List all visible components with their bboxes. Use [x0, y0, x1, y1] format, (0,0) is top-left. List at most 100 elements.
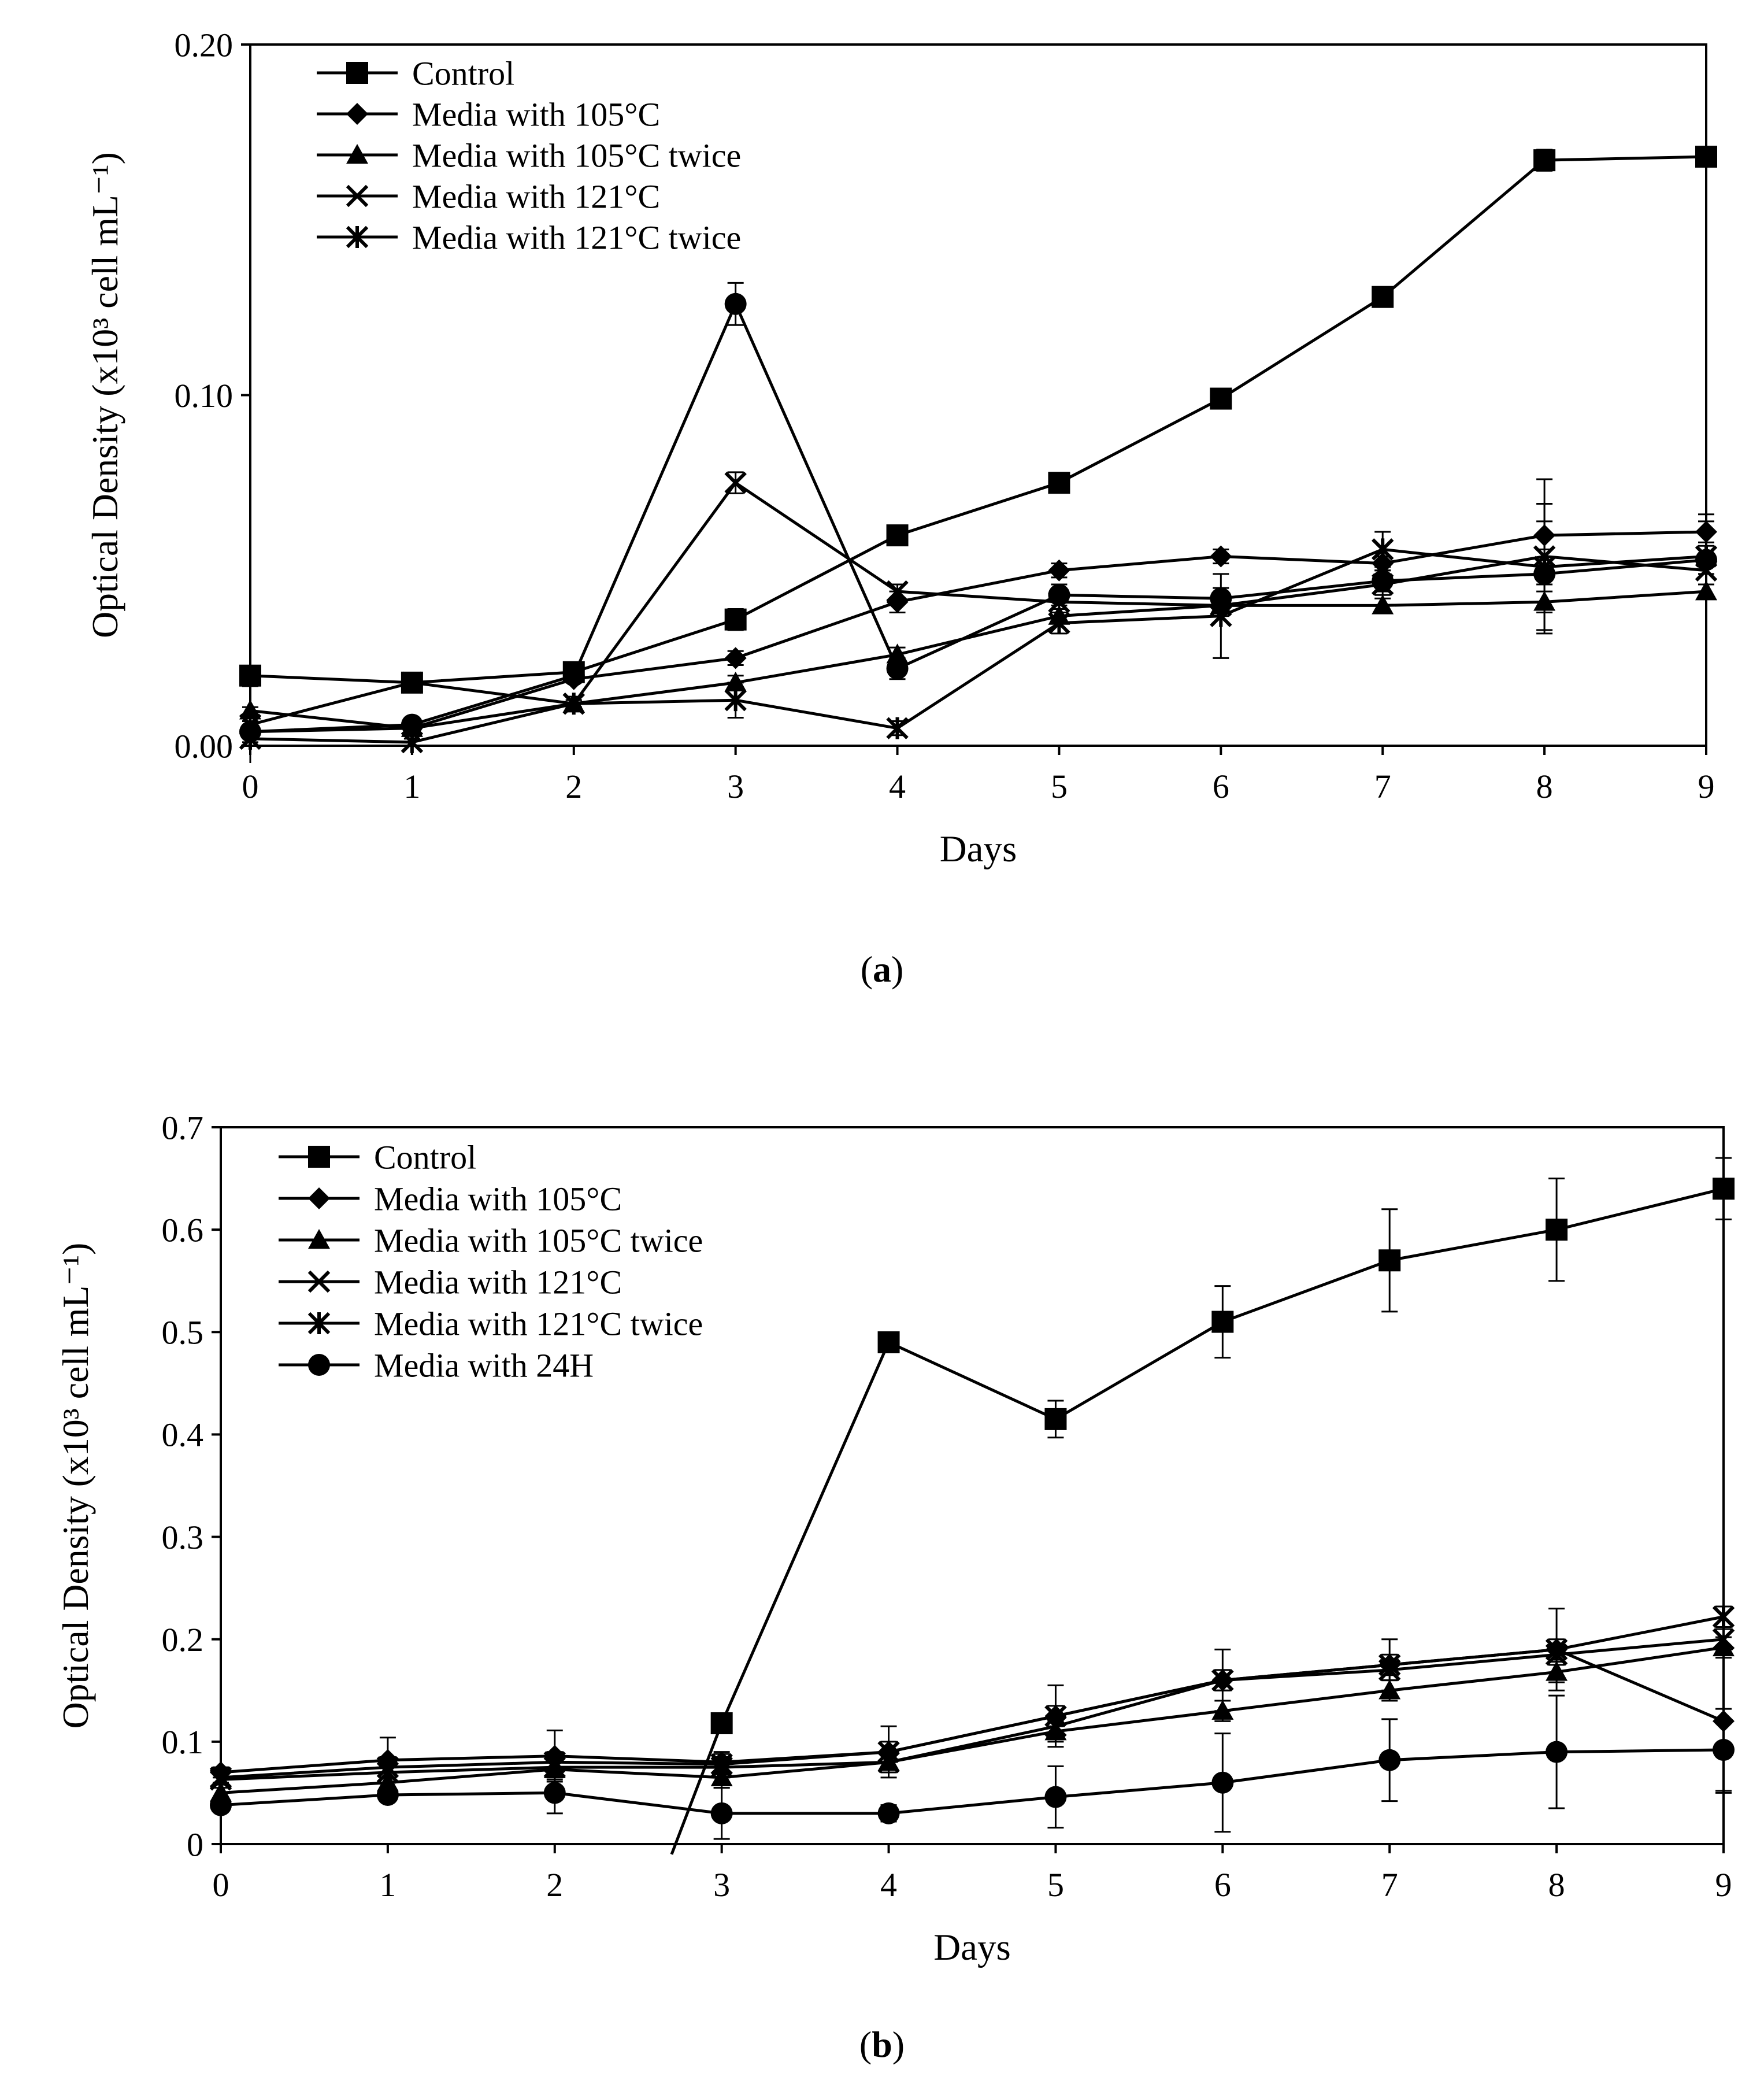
legend-item-media-with-105-c: Media with 105°C: [317, 95, 660, 133]
data-point-circle: [1211, 1771, 1234, 1794]
data-point-circle: [1048, 584, 1070, 606]
data-point-asterisk: [1048, 612, 1070, 634]
series-line: [220, 1615, 1724, 1779]
y-axis-label: Optical Density (x10³ cell mL⁻¹): [55, 1243, 96, 1729]
legend-marker-circle: [308, 1354, 330, 1376]
x-tick-label: 0: [213, 1866, 229, 1904]
series-line: [250, 155, 1707, 684]
y-tick-label: 0.20: [175, 26, 234, 64]
legend-marker-triangle: [308, 1229, 330, 1249]
data-point-circle: [1372, 569, 1394, 592]
data-point-x: [724, 471, 747, 494]
data-point-circle: [710, 1802, 733, 1824]
data-point-square: [1372, 286, 1394, 308]
data-point-square: [724, 608, 747, 631]
data-point-asterisk: [1211, 1669, 1234, 1691]
legend-item-media-with-121-c: Media with 121°C: [317, 177, 660, 215]
y-tick-label: 0.00: [175, 727, 234, 765]
data-point-circle: [401, 713, 423, 736]
data-point-circle: [1044, 1786, 1067, 1808]
legend-label: Media with 121°C twice: [412, 219, 741, 256]
x-axis-label: Days: [933, 1927, 1011, 1968]
data-point-square: [1713, 1178, 1735, 1200]
chart-b: 0 0.1 0.2 0.3 0.4 0.5 0.6 0.7 0 1 2 3 4 5 6 7 8 9 Days Opti…: [55, 1109, 1735, 1968]
data-layer: [209, 1157, 1735, 1855]
series-media-with-24h: [210, 1694, 1735, 1840]
legend-item-media-with-105-c-twice: Media with 105°C twice: [317, 136, 741, 174]
legend-label: Control: [412, 54, 514, 92]
data-point-diamond: [886, 591, 909, 613]
data-point-asterisk: [1044, 1705, 1067, 1727]
data-point-circle: [562, 664, 585, 687]
data-point-circle: [1546, 1741, 1568, 1763]
legend-item-control: Control: [279, 1138, 476, 1176]
data-point-asterisk: [543, 1751, 566, 1774]
x-tick-label: 8: [1548, 1866, 1565, 1904]
y-tick-label: 0: [187, 1826, 203, 1863]
data-point-square: [1211, 1311, 1234, 1333]
data-point-triangle: [1211, 1700, 1234, 1720]
legend-label: Media with 121°C twice: [374, 1305, 703, 1342]
data-point-circle: [1210, 587, 1232, 610]
legend-marker-asterisk: [346, 225, 369, 249]
x-tick-label: 4: [889, 768, 906, 805]
series-line: [670, 1187, 1724, 1855]
data-point-asterisk: [877, 1741, 900, 1763]
data-point-circle: [376, 1783, 399, 1806]
series-line: [220, 1646, 1724, 1794]
series-control: [670, 1157, 1735, 1855]
chart-a: 0.00 0.10 0.20 0 1 2 3 4 5 6 7 8 9 Days Optical Densit…: [84, 26, 1718, 870]
legend-label: Media with 105°C: [374, 1180, 622, 1217]
data-point-asterisk: [1378, 1653, 1401, 1676]
y-tick-label: 0.4: [162, 1416, 204, 1454]
legend-marker-diamond: [346, 103, 368, 125]
data-point-square: [1044, 1408, 1067, 1430]
data-point-x: [886, 580, 909, 603]
y-axis-label: Optical Density (x10³ cell mL⁻¹): [84, 152, 125, 638]
series-line: [250, 547, 1707, 744]
data-point-circle: [886, 657, 909, 680]
series-media-with-24h: [239, 282, 1717, 763]
series-line: [250, 590, 1707, 730]
series-line: [220, 1748, 1724, 1815]
data-point-asterisk: [209, 1766, 232, 1789]
y-tick-label: 0.1: [162, 1723, 204, 1761]
x-tick-label: 8: [1536, 768, 1553, 805]
data-point-circle: [210, 1794, 232, 1816]
panel-label-b-text: b: [872, 2024, 892, 2065]
legend-label: Media with 121°C: [374, 1263, 622, 1301]
legend-label: Media with 105°C twice: [412, 136, 741, 174]
legend-item-media-with-121-c-twice: Media with 121°C twice: [317, 219, 741, 256]
y-tick-label: 0.2: [162, 1621, 204, 1659]
legend-marker-triangle: [346, 144, 368, 164]
x-tick-label: 4: [880, 1866, 897, 1904]
legend-label: Media with 105°C twice: [374, 1221, 703, 1259]
data-point-x: [401, 671, 424, 694]
legend-marker-diamond: [308, 1187, 330, 1209]
data-point-square: [1378, 1249, 1401, 1272]
x-tick-label: 1: [403, 768, 420, 805]
data-point-circle: [239, 720, 261, 743]
data-point-square: [1048, 472, 1070, 494]
data-point-asterisk: [886, 717, 909, 739]
panel-label-b: (b): [859, 2024, 905, 2065]
panel-label-a-text: a: [873, 949, 891, 990]
data-point-diamond: [1048, 559, 1070, 582]
x-tick-label: 6: [1214, 1866, 1231, 1904]
data-point-x: [1712, 1628, 1735, 1650]
y-tick-label: 0.7: [162, 1109, 204, 1146]
plot-frame: [220, 1126, 1725, 1845]
legend-label: Control: [374, 1138, 476, 1176]
legend-item-media-with-121-c: Media with 121°C: [279, 1263, 622, 1301]
data-point-circle: [1533, 562, 1556, 585]
panel-label-a: (a): [860, 949, 904, 990]
data-point-circle: [1695, 549, 1717, 571]
data-point-asterisk: [724, 688, 747, 712]
legend-marker-x: [346, 184, 369, 208]
y-tick-label: 0.6: [162, 1211, 204, 1249]
data-point-diamond: [724, 647, 747, 669]
series-line: [250, 480, 1707, 727]
data-point-asterisk: [376, 1756, 399, 1779]
data-point-circle: [724, 293, 747, 315]
data-point-triangle: [1378, 1679, 1401, 1700]
